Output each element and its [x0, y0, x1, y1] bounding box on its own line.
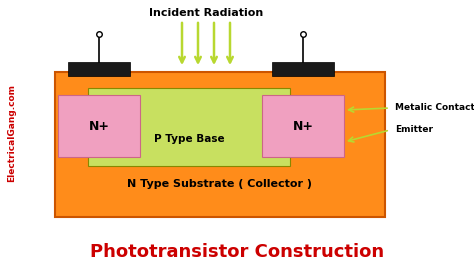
Bar	[272, 62, 334, 76]
Text: Metalic Contact: Metalic Contact	[395, 103, 474, 113]
Text: P Type Base: P Type Base	[154, 134, 224, 144]
Bar	[55, 72, 385, 217]
Text: N+: N+	[292, 119, 313, 132]
Bar	[88, 88, 290, 166]
Text: ElectricalGang.com: ElectricalGang.com	[8, 84, 17, 182]
Bar	[262, 95, 344, 157]
Bar	[68, 62, 130, 76]
Bar	[58, 95, 140, 157]
Text: N Type Substrate ( Collector ): N Type Substrate ( Collector )	[128, 179, 312, 189]
Text: Incident Radiation: Incident Radiation	[149, 8, 263, 18]
Text: Phototransistor Construction: Phototransistor Construction	[90, 243, 384, 261]
Text: Emitter: Emitter	[395, 126, 433, 135]
Text: N+: N+	[89, 119, 109, 132]
